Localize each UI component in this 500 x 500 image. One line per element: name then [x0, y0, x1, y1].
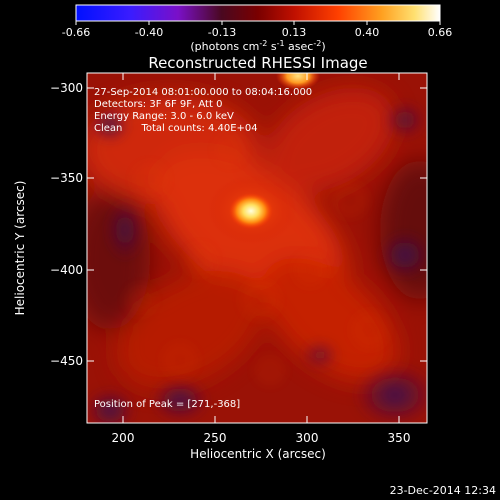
y-axis-ticks	[87, 87, 427, 362]
x-tick-label: 300	[296, 431, 319, 445]
colorbar-ticks	[75, 21, 441, 25]
colorbar-tick-label: 0.66	[428, 26, 453, 39]
colorbar-tick-label: -0.66	[62, 26, 90, 39]
edge-source	[276, 73, 320, 90]
x-tick-label: 200	[112, 431, 135, 445]
peak-source	[229, 193, 273, 229]
y-tick-label: −400	[50, 263, 83, 277]
detectors-label: Detectors: 3F 6F 9F, Att 0	[94, 99, 222, 110]
y-tick-label: −300	[50, 81, 83, 95]
x-axis-label: Heliocentric X (arcsec)	[190, 447, 326, 461]
y-tick-label: −450	[50, 354, 83, 368]
colorbar-tick-label: 0.13	[282, 26, 307, 39]
rhessi-image	[87, 73, 427, 423]
plot-title: Reconstructed RHESSI Image	[148, 54, 367, 72]
colorbar-tick-label: -0.13	[208, 26, 236, 39]
x-tick-label: 350	[388, 431, 411, 445]
y-axis-label: Heliocentric Y (arcsec)	[13, 181, 27, 316]
colorbar-tick-label: 0.40	[355, 26, 380, 39]
x-tick-label: 250	[204, 431, 227, 445]
peak-position-label: Position of Peak = [271,-368]	[94, 399, 240, 410]
clean-counts-label: Clean Total counts: 4.40E+04	[94, 123, 258, 134]
generation-date: 23-Dec-2014 12:34	[390, 484, 496, 497]
time-range-label: 27-Sep-2014 08:01:00.000 to 08:04:16.000	[94, 87, 312, 98]
colorbar-tick-label: -0.40	[135, 26, 163, 39]
x-axis-ticks	[122, 73, 400, 423]
energy-range-label: Energy Range: 3.0 - 6.0 keV	[94, 111, 234, 122]
plot-frame	[86, 72, 428, 424]
colorbar	[75, 4, 441, 22]
colorbar-units: (photons cm-2 s-1 asec-2)	[190, 39, 325, 53]
y-tick-label: −350	[50, 171, 83, 185]
